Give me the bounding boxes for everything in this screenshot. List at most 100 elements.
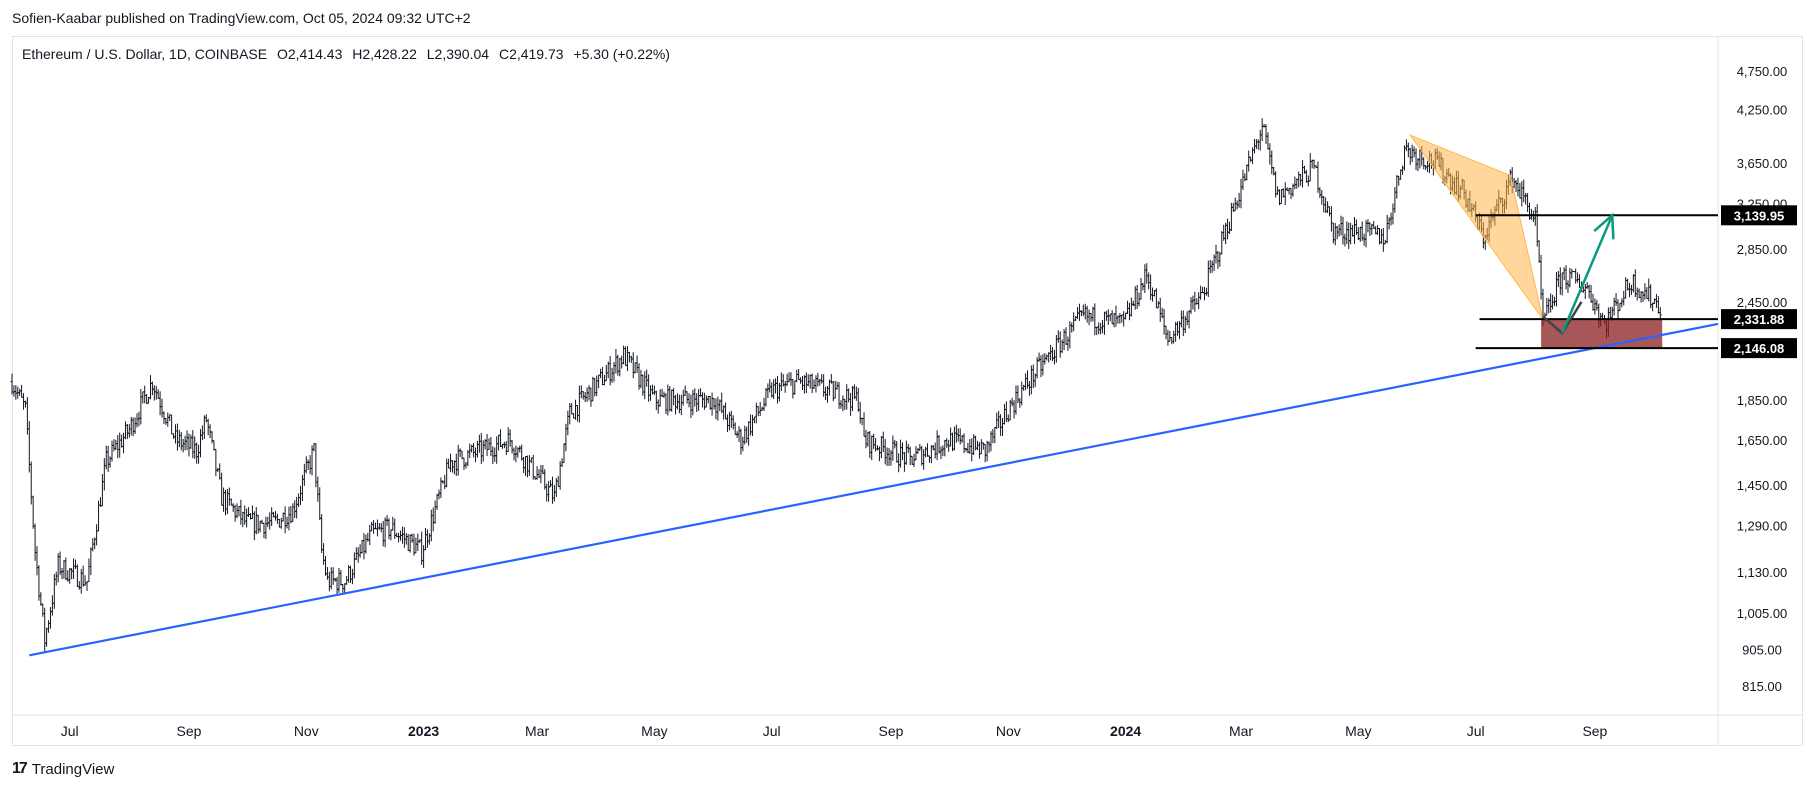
- ohlc-bar: [450, 460, 454, 473]
- support-trendline[interactable]: [29, 322, 1719, 657]
- ohlc-bar: [956, 428, 960, 442]
- tradingview-brand: TradingView: [31, 760, 115, 778]
- ohlc-bar: [745, 426, 749, 443]
- ohlc-bar: [1124, 312, 1128, 320]
- x-tick-label: Sep: [176, 723, 201, 739]
- ohlc-bar: [1002, 404, 1006, 425]
- ohlc-bar: [123, 421, 127, 440]
- ohlc-bar: [1412, 146, 1416, 158]
- ohlc-bar: [393, 518, 397, 540]
- ohlc-bar: [624, 346, 628, 366]
- ohlc-bar: [33, 523, 37, 561]
- ohlc-bar: [939, 446, 943, 460]
- ohlc-bar: [381, 521, 385, 547]
- ohlc-bar: [306, 459, 310, 470]
- ohlc-bar: [1187, 309, 1191, 329]
- ohlc-bar: [241, 511, 245, 528]
- ohlc-bar: [787, 372, 791, 383]
- ohlc-bar: [902, 452, 906, 472]
- ohlc-bar: [1639, 291, 1643, 303]
- ohlc-bar: [1631, 274, 1635, 293]
- ohlc-bar: [1518, 183, 1522, 199]
- y-tick-label: 1,450.00: [1737, 478, 1788, 493]
- ohlc-bar: [87, 558, 91, 583]
- ohlc-bar: [166, 412, 170, 427]
- ohlc-bar: [658, 389, 662, 407]
- ohlc-bar: [525, 455, 529, 478]
- ohlc-bar: [270, 507, 274, 526]
- ohlc-bar: [131, 417, 135, 437]
- ohlc-bar: [1101, 320, 1105, 334]
- ohlc-bar: [1135, 284, 1139, 310]
- support-zone-box: [1541, 319, 1663, 349]
- ohlc-bar: [916, 447, 920, 454]
- ohlc-bar: [1393, 187, 1397, 213]
- ohlc-bar: [1060, 339, 1064, 353]
- ohlc-bar: [43, 607, 47, 652]
- ohlc-bar: [485, 434, 489, 457]
- ohlc-bar: [927, 455, 931, 463]
- ohlc-bar: [239, 499, 243, 525]
- ohlc-bar: [1558, 267, 1562, 295]
- ohlc-bar: [202, 415, 206, 440]
- ohlc-bar: [1168, 330, 1172, 342]
- ohlc-bar: [881, 431, 885, 453]
- ohlc-bar: [497, 434, 501, 451]
- ohlc-bar: [739, 428, 743, 455]
- ohlc-bar: [414, 537, 418, 554]
- y-tick-label: 905.00: [1742, 642, 1782, 657]
- ohlc-bar: [1516, 177, 1520, 197]
- ohlc-bar: [304, 456, 308, 474]
- x-tick-label: Jul: [763, 723, 781, 739]
- ohlc-bar: [1031, 364, 1035, 389]
- ohlc-bar: [258, 520, 262, 533]
- ohlc-bar: [110, 440, 114, 462]
- ohlc-bar: [1174, 321, 1178, 342]
- ohlc-bar: [454, 453, 458, 476]
- ohlc-bar: [1093, 303, 1097, 336]
- x-tick-label: 2024: [1110, 723, 1141, 739]
- ohlc-bar: [352, 552, 356, 579]
- level-price-label: 3,139.95: [1734, 208, 1785, 223]
- ohlc-bar: [979, 439, 983, 455]
- ohlc-bar: [1139, 277, 1143, 300]
- tradingview-logo[interactable]: 17 TradingView: [12, 760, 114, 778]
- publisher-line: Sofien-Kaabar published on TradingView.c…: [12, 10, 471, 26]
- ohlc-bar: [331, 567, 335, 585]
- ohlc-bar: [714, 398, 718, 420]
- ohlc-bar: [1585, 282, 1589, 290]
- ohlc-bar: [72, 558, 76, 579]
- ohlc-bar: [1399, 169, 1403, 180]
- ohlc-bar: [397, 532, 401, 543]
- ohlc-bar: [195, 442, 199, 464]
- ohlc-bar: [468, 443, 472, 459]
- ohlc-bar: [1243, 173, 1247, 182]
- ohlc-bar: [1643, 283, 1647, 300]
- ohlc-bar: [910, 455, 914, 465]
- ohlc-bar: [1343, 233, 1347, 247]
- ohlc-bar: [493, 447, 497, 462]
- ohlc-bar: [1324, 197, 1328, 213]
- ohlc-bar: [1193, 291, 1197, 312]
- ohlc-bar: [1191, 295, 1195, 310]
- ohlc-bar: [929, 445, 933, 464]
- ohlc-bar: [704, 395, 708, 408]
- ohlc-bar: [789, 372, 793, 386]
- ohlc-bar: [1020, 381, 1024, 406]
- ohlc-bar: [364, 534, 368, 554]
- ohlc-bar: [793, 380, 797, 395]
- ohlc-bar: [35, 546, 39, 576]
- ohlc-bar: [850, 386, 854, 411]
- ohlc-bar: [18, 388, 22, 396]
- ohlc-bar: [1389, 212, 1393, 226]
- ohlc-bar: [562, 443, 566, 464]
- ohlc-bar: [316, 476, 320, 502]
- ohlc-bar: [389, 529, 393, 541]
- x-tick-label: Nov: [996, 723, 1021, 739]
- ohlc-bar: [1197, 292, 1201, 310]
- ohlc-bar: [1158, 297, 1162, 322]
- ohlc-bar: [1331, 222, 1335, 244]
- ohlc-bar: [285, 516, 289, 529]
- ohlc-bar: [535, 466, 539, 480]
